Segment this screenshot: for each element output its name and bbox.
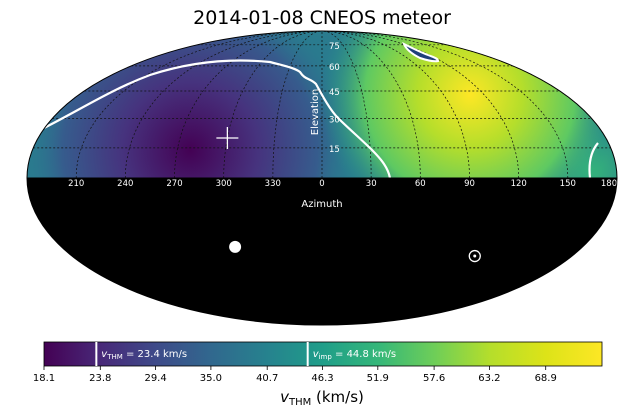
colorbar-marker-label: vTHM = 23.4 km/s (101, 349, 187, 361)
azimuth-tick-label: 150 (560, 179, 576, 189)
azimuth-tick-label: 270 (166, 179, 182, 189)
meridian-line (124, 31, 323, 178)
azimuth-tick-label: 330 (265, 179, 281, 189)
sky-outline (26, 30, 618, 326)
meridian-line (223, 31, 323, 178)
colorbar-markers: vTHM = 23.4 km/s vimp = 44.8 km/s (95, 342, 396, 366)
azimuth-tick-label: 30 (366, 179, 377, 189)
contour-imp (588, 142, 599, 178)
colorbar-tick-label: 35.0 (200, 373, 222, 384)
sun-symbol-marker (468, 249, 481, 263)
colorbar-tick-label: 18.1 (33, 373, 55, 384)
colorbar-tick-label: 40.7 (256, 373, 278, 384)
elevation-tick-label: 30 (329, 116, 340, 126)
colorbar-label-unit: (km/s) (311, 388, 364, 406)
azimuth-tick-labels: 210 240 270 300 330 0 30 60 90 120 150 180 (68, 179, 617, 189)
contour-top (402, 41, 440, 63)
colorbar-tick-label: 68.9 (535, 373, 557, 384)
colorbar-tick-label: 46.3 (311, 373, 333, 384)
colorbar-marker-label: vimp = 44.8 km/s (313, 349, 396, 361)
azimuth-tick-label: 0 (319, 179, 324, 189)
chart-title: 2014-01-08 CNEOS meteor (193, 7, 451, 29)
sky-markers (216, 127, 481, 263)
azimuth-tick-label: 240 (117, 179, 133, 189)
colorbar: 18.1 23.8 29.4 35.0 40.7 46.3 51.9 57.6 63.2 68.9… (33, 341, 603, 408)
colorbar-tick-label: 57.6 (423, 373, 445, 384)
colorbar-gradient (43, 341, 603, 367)
azimuth-tick-label: 90 (464, 179, 475, 189)
colorbar-tick-label: 63.2 (478, 373, 500, 384)
colorbar-tick-label: 51.9 (367, 373, 389, 384)
azimuth-tick-label: 120 (511, 179, 527, 189)
azimuth-tick-label: 210 (68, 179, 84, 189)
contour-thm (39, 59, 392, 178)
graticule (33, 31, 617, 178)
elevation-tick-label: 60 (329, 63, 340, 73)
azimuth-tick-label: 300 (216, 179, 232, 189)
meridian-line (174, 31, 323, 178)
elevation-tick-labels: 15 30 45 60 75 (329, 42, 340, 155)
radiant-cross-marker (216, 127, 239, 150)
azimuth-tick-label: 180 (601, 179, 617, 189)
colorbar-ticks: 18.1 23.8 29.4 35.0 40.7 46.3 51.9 57.6 63.2 68.9 (33, 366, 557, 384)
colorbar-label: vTHM (km/s) (280, 388, 364, 408)
colorbar-label-sub: THM (288, 397, 311, 408)
colorbar-label-symbol: v (280, 388, 290, 406)
colorbar-tick-label: 29.4 (144, 373, 166, 384)
x-axis-label: Azimuth (301, 199, 342, 210)
y-axis-label: Elevation (310, 89, 321, 135)
white-dot-marker (229, 240, 242, 253)
elevation-tick-label: 15 (329, 145, 340, 155)
colorbar-tick-label: 23.8 (89, 373, 111, 384)
elevation-tick-label: 45 (329, 88, 340, 98)
azimuth-tick-label: 60 (415, 179, 426, 189)
elevation-tick-label: 75 (329, 42, 340, 52)
